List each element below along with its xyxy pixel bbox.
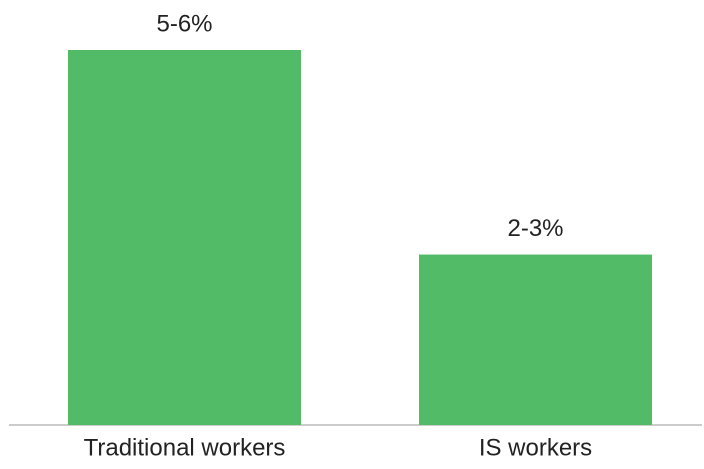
bar	[418, 254, 653, 425]
x-tick-label: Traditional workers	[84, 434, 286, 461]
bar	[67, 50, 302, 425]
x-tick-label: IS workers	[479, 434, 592, 461]
value-label: 2-3%	[507, 215, 563, 242]
value-label: 5-6%	[156, 10, 212, 37]
